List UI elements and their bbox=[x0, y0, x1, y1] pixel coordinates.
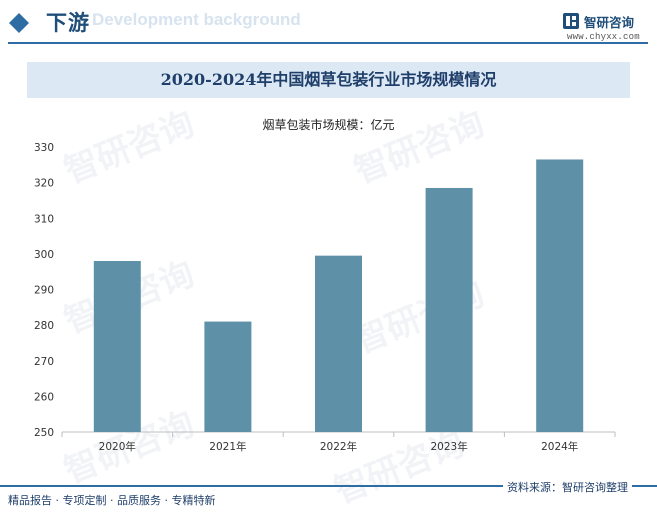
x-tick-label: 2023年 bbox=[430, 440, 467, 453]
y-tick-label: 300 bbox=[34, 249, 54, 261]
x-tick-label: 2020年 bbox=[99, 440, 136, 453]
logo-icon bbox=[563, 13, 579, 29]
header-divider bbox=[8, 42, 648, 44]
y-tick-label: 310 bbox=[34, 213, 54, 225]
page-header: Development background 下游 智研咨询 www.chyxx… bbox=[0, 0, 657, 44]
x-tick-label: 2021年 bbox=[209, 440, 246, 453]
y-tick-label: 270 bbox=[34, 356, 54, 368]
footer-divider bbox=[0, 485, 657, 487]
y-tick-label: 330 bbox=[34, 142, 54, 154]
y-tick-label: 260 bbox=[34, 391, 54, 403]
x-tick-label: 2024年 bbox=[541, 440, 578, 453]
chart-title: 2020-2024年中国烟草包装行业市场规模情况 bbox=[160, 70, 497, 89]
brand-logo[interactable]: 智研咨询 bbox=[562, 11, 634, 31]
bar bbox=[425, 187, 473, 432]
logo-text: 智研咨询 bbox=[584, 14, 635, 30]
bar bbox=[93, 261, 141, 432]
y-tick-label: 250 bbox=[34, 427, 54, 439]
series-label: 烟草包装市场规模：亿元 bbox=[262, 118, 395, 132]
y-tick-label: 320 bbox=[34, 178, 54, 190]
chart-title-band: 2020-2024年中国烟草包装行业市场规模情况 bbox=[27, 62, 630, 98]
source-note: 资料来源：智研咨询整理 bbox=[503, 479, 632, 495]
bar bbox=[204, 321, 252, 432]
x-tick-label: 2022年 bbox=[320, 440, 357, 453]
header-background-text: Development background bbox=[92, 10, 301, 29]
logo-url[interactable]: www.chyxx.com bbox=[567, 32, 640, 42]
bar bbox=[315, 255, 362, 432]
section-title: 下游 bbox=[46, 11, 90, 35]
y-tick-label: 280 bbox=[34, 320, 54, 332]
bar bbox=[536, 159, 584, 432]
diamond-icon bbox=[9, 13, 29, 33]
footer-tagline: 精品报告 · 专项定制 · 品质服务 · 专精特新 bbox=[8, 494, 216, 507]
y-tick-label: 290 bbox=[34, 285, 54, 297]
